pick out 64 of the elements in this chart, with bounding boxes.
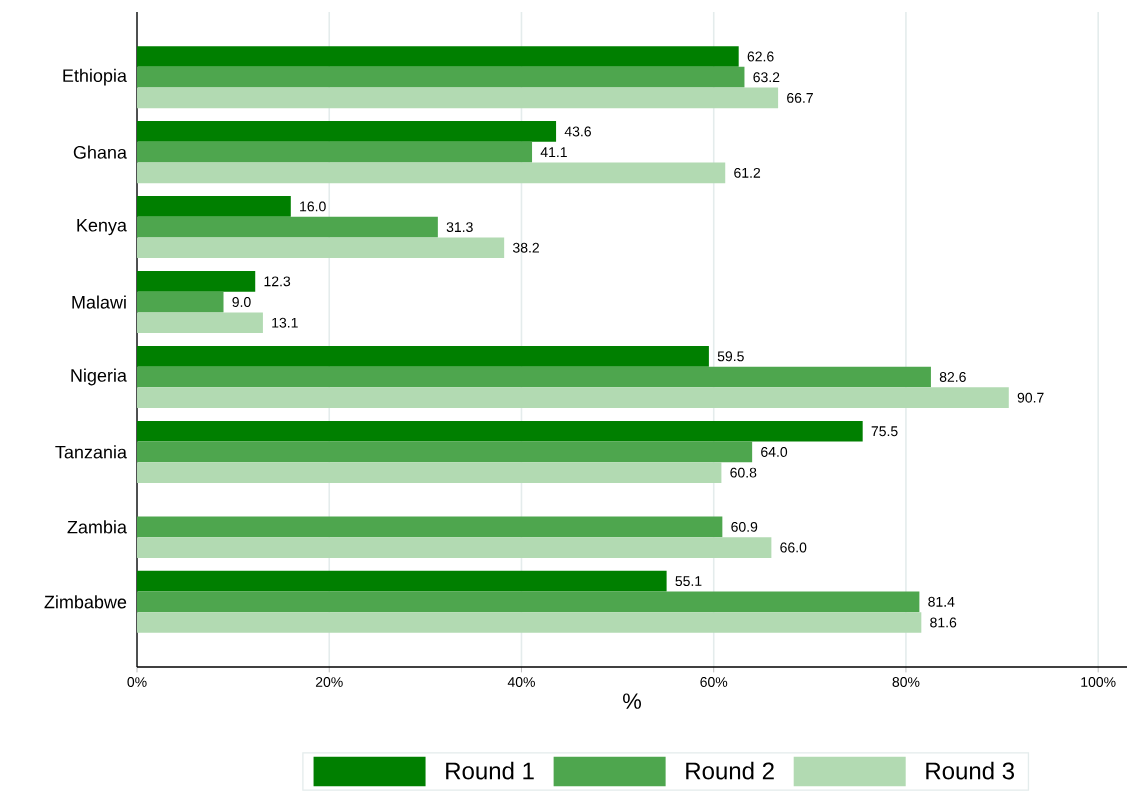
bar <box>137 312 263 334</box>
data-label: 12.3 <box>264 276 291 287</box>
x-tick-label: 60% <box>700 677 728 687</box>
y-tick-label: Ethiopia <box>63 68 127 86</box>
bar <box>137 462 722 483</box>
x-tick-label: 40% <box>507 677 535 687</box>
data-label: 31.3 <box>446 222 473 233</box>
x-tick-label: 80% <box>892 677 920 687</box>
bar <box>137 196 291 217</box>
bar <box>137 570 667 592</box>
data-label: 41.1 <box>540 147 567 157</box>
bar <box>137 516 723 538</box>
y-tick-label: Kenya <box>77 219 127 236</box>
legend-label: Round 1 <box>446 761 534 780</box>
bar <box>137 271 256 292</box>
data-label: 61.2 <box>734 167 761 178</box>
data-label: 82.6 <box>939 372 966 382</box>
bar <box>137 237 505 259</box>
data-label: 13.1 <box>272 317 298 328</box>
bar <box>137 612 922 633</box>
y-tick-label: Zambia <box>67 520 127 534</box>
bar <box>137 121 557 142</box>
bar <box>137 291 224 313</box>
data-label: 62.6 <box>747 51 774 62</box>
data-label: 9.0 <box>232 297 251 307</box>
y-tick-label: Nigeria <box>71 368 127 386</box>
bar <box>137 537 772 558</box>
data-label: 81.6 <box>930 617 957 628</box>
data-label: 59.5 <box>717 351 744 362</box>
data-label: 64.0 <box>761 446 788 457</box>
data-label: 66.0 <box>780 542 807 553</box>
bar <box>137 345 709 367</box>
bar <box>137 420 863 442</box>
x-axis-title: % <box>623 693 642 709</box>
data-label: 75.5 <box>871 426 898 437</box>
bar <box>137 387 1009 409</box>
bar <box>137 141 533 163</box>
bar <box>137 87 779 109</box>
data-label: 38.2 <box>512 242 539 253</box>
data-label: 63.2 <box>753 72 780 83</box>
bar <box>137 366 931 388</box>
data-label: 16.0 <box>300 201 326 212</box>
y-tick-label: Tanzania <box>55 445 127 459</box>
bar <box>137 216 438 238</box>
y-tick-label: Ghana <box>73 145 127 159</box>
data-label: 60.8 <box>730 467 757 478</box>
x-tick-label: 100% <box>1081 677 1116 687</box>
data-label: 55.1 <box>675 576 702 587</box>
x-tick-label: 20% <box>315 677 343 687</box>
bar <box>137 441 753 463</box>
legend-label: Round 3 <box>926 761 1015 780</box>
data-label: 43.6 <box>564 126 591 137</box>
data-label: 66.7 <box>787 92 813 103</box>
y-tick-label: Zimbabwe <box>44 595 127 609</box>
legend-label: Round 2 <box>686 761 774 780</box>
data-label: 81.4 <box>928 596 955 607</box>
y-tick-label: Malawi <box>72 295 126 309</box>
data-label: 60.9 <box>731 521 758 532</box>
data-label: 90.7 <box>1017 392 1044 403</box>
bar <box>137 46 739 67</box>
x-tick-label: 0% <box>127 677 147 687</box>
bar <box>137 591 920 613</box>
bar <box>137 66 745 88</box>
bar <box>137 162 726 184</box>
